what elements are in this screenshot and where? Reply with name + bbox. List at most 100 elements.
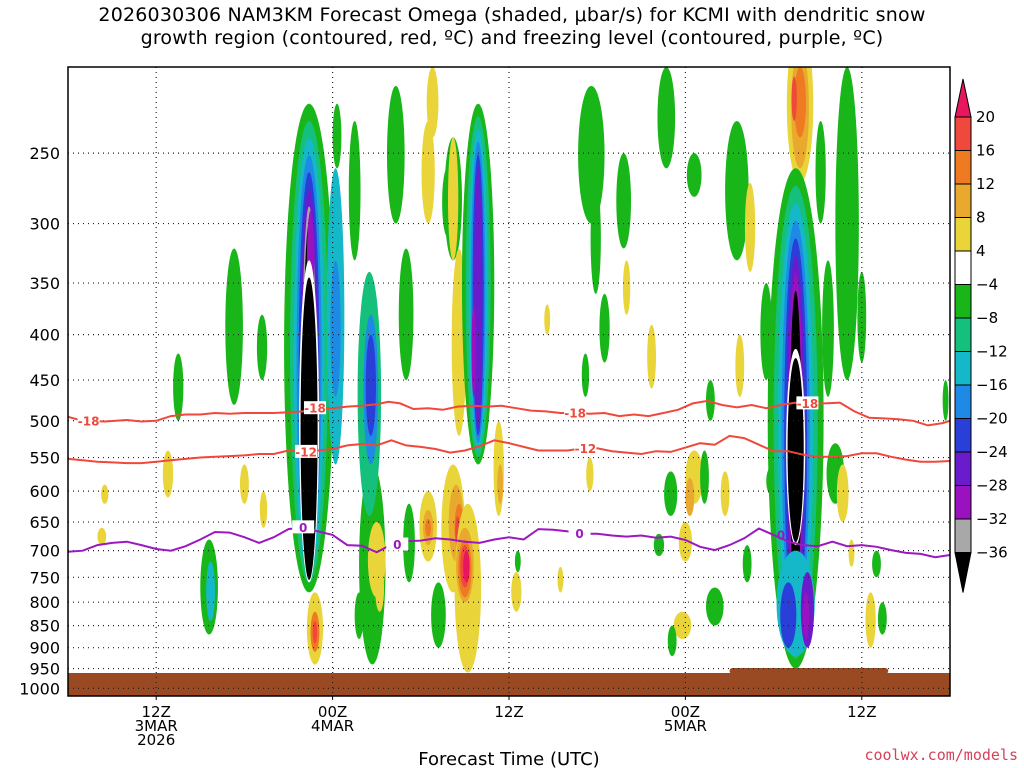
omega-patch	[705, 587, 724, 626]
omega-sinking-5mar	[791, 76, 797, 121]
colorbar-label: −28	[976, 477, 1008, 495]
y-tick-label: 950	[29, 660, 60, 679]
omega-patch	[431, 582, 446, 648]
omega-lobe	[365, 334, 376, 436]
omega-column-5mar-core	[787, 358, 804, 543]
grid-lines	[68, 67, 950, 696]
colorbar-segment	[954, 116, 972, 151]
omega-lobe	[802, 592, 810, 640]
y-tick-label: 550	[29, 449, 60, 468]
y-tick-label: 900	[29, 639, 60, 658]
omega-patch	[497, 464, 504, 504]
colorbar-label: −32	[976, 510, 1008, 528]
colorbar-segment	[954, 518, 972, 553]
x-axis-label: Forecast Time (UTC)	[418, 749, 599, 768]
omega-patch	[865, 592, 876, 648]
colorbar-label: 12	[976, 175, 995, 193]
omega-patch	[848, 539, 855, 567]
omega-patch	[173, 353, 184, 421]
colorbar-segment	[954, 183, 972, 218]
title-line-2: growth region (contoured, red, ºC) and f…	[140, 27, 884, 49]
omega-column-4mar-morning-level-5	[474, 166, 483, 429]
site-credit: coolwx.com/models	[864, 746, 1018, 764]
omega-patch	[599, 293, 610, 363]
omega-patch	[735, 334, 745, 397]
y-tick-label: 250	[29, 144, 60, 163]
contour-label: 0	[777, 528, 785, 542]
ground-surface	[68, 668, 950, 696]
contour-label: -18	[78, 414, 100, 428]
colorbar-segment	[954, 250, 972, 285]
omega-lobe	[471, 304, 476, 397]
ground-bump	[729, 668, 889, 674]
colorbar-label: −36	[976, 544, 1008, 562]
colorbar-segment	[954, 351, 972, 386]
colorbar-segment	[954, 384, 972, 419]
omega-patch	[239, 464, 249, 504]
omega-patch	[664, 471, 678, 517]
x-tick-label: 5MAR	[664, 717, 707, 735]
contour-label-bg	[292, 520, 315, 534]
omega-patch	[367, 522, 386, 598]
omega-patch	[742, 545, 752, 583]
contour-label: 0	[393, 538, 401, 552]
colorbar-segment	[954, 451, 972, 486]
omega-patch	[622, 260, 631, 315]
colorbar-segment	[954, 284, 972, 319]
omega-lobe	[330, 260, 341, 397]
omega-patch	[700, 450, 709, 504]
colorbar-label: −16	[976, 376, 1008, 394]
contour-lines: -18 -18 -18 -18 -12 -12 0 0 0 0	[68, 396, 950, 559]
contour-label-bg	[796, 396, 819, 410]
omega-patch	[425, 519, 432, 537]
omega-column-4mar-core	[300, 277, 318, 580]
omega-patch	[667, 625, 677, 657]
omega-patch	[447, 137, 459, 261]
y-tick-label: 350	[29, 274, 60, 293]
omega-patch	[514, 550, 521, 573]
y-tick-label: 600	[29, 482, 60, 501]
omega-patch	[705, 380, 715, 421]
omega-sinking-5mar	[794, 67, 806, 138]
x-tick-label: 12Z	[494, 703, 523, 721]
omega-shading	[97, 67, 949, 673]
contour-label-bg	[386, 537, 409, 551]
omega-patch	[673, 611, 692, 640]
y-tick-label: 400	[29, 326, 60, 345]
colorbar-segment	[954, 317, 972, 352]
y-tick-label: 750	[29, 568, 60, 587]
omega-patch	[332, 103, 342, 169]
omega-patch	[647, 324, 657, 389]
omega-patch	[398, 248, 414, 381]
omega-patch	[386, 85, 405, 224]
contour-label: 0	[299, 521, 307, 535]
colorbar-segment	[954, 485, 972, 520]
omega-patch	[590, 182, 601, 294]
omega-patch	[557, 566, 564, 593]
contour-label: -12	[295, 445, 317, 459]
contour-label: 0	[575, 527, 583, 541]
omega-patch	[581, 353, 590, 397]
colorbar-label: 8	[976, 209, 986, 227]
omega-patch	[616, 153, 632, 249]
omega-patch	[256, 314, 268, 381]
colorbar-arrow-bottom	[954, 552, 972, 593]
x-tick-label: 12Z	[142, 703, 171, 721]
x-tick-label: 12Z	[847, 703, 876, 721]
y-tick-label: 450	[29, 371, 60, 390]
colorbar-label: 20	[976, 108, 995, 126]
omega-patch	[720, 471, 730, 517]
omega-patch	[578, 85, 605, 224]
x-tick-label: 3MAR	[135, 717, 178, 735]
colorbar-label: 16	[976, 142, 995, 160]
contour-label-bg	[564, 405, 587, 419]
x-tick-label: 4MAR	[311, 717, 354, 735]
omega-patch	[463, 550, 470, 583]
y-tick-label: 850	[29, 617, 60, 636]
omega-patch	[836, 464, 849, 523]
omega-patch	[678, 522, 693, 562]
x-tick-label: 2026	[137, 731, 175, 749]
omega-patch	[822, 260, 834, 397]
